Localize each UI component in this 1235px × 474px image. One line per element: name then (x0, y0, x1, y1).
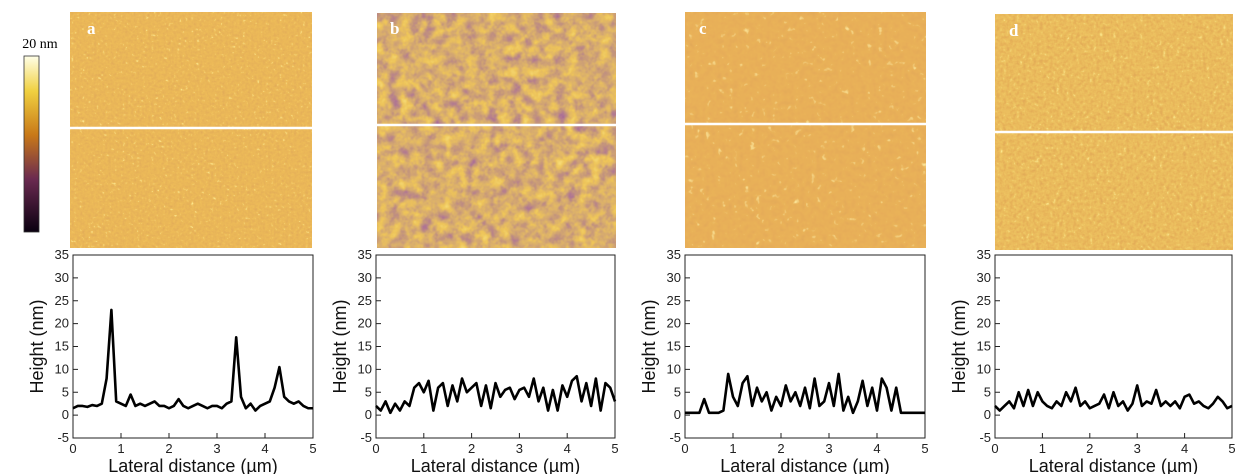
profile-line (375, 374, 617, 415)
x-tick-label: 0 (991, 441, 998, 456)
y-tick-label: 0 (62, 407, 69, 422)
y-tick-label: 30 (667, 270, 681, 285)
colorbar (23, 55, 40, 233)
y-tick-label: 20 (667, 316, 681, 331)
y-tick-label: 15 (55, 339, 69, 354)
x-tick-label: 5 (309, 441, 316, 456)
afm-image (685, 12, 926, 248)
afm-image (70, 12, 312, 248)
y-tick-label: 15 (358, 339, 372, 354)
y-tick-label: 15 (667, 339, 681, 354)
y-tick-label: 0 (674, 407, 681, 422)
x-tick-label: 5 (1228, 441, 1235, 456)
y-axis-label: Height (nm) (949, 299, 969, 393)
y-tick-label: 20 (55, 316, 69, 331)
panel-label: a (87, 19, 96, 38)
y-tick-label: -5 (979, 430, 991, 445)
y-tick-label: 15 (977, 339, 991, 354)
y-tick-label: 0 (984, 407, 991, 422)
y-tick-label: 25 (358, 293, 372, 308)
profile-line (994, 384, 1233, 412)
profile-line (72, 308, 313, 412)
x-tick-label: 0 (681, 441, 688, 456)
x-tick-label: 4 (1181, 441, 1188, 456)
y-tick-label: 35 (977, 247, 991, 262)
y-tick-label: 5 (62, 384, 69, 399)
x-tick-label: 4 (873, 441, 880, 456)
y-tick-label: 20 (977, 316, 991, 331)
x-tick-label: 2 (1086, 441, 1093, 456)
y-axis-label: Height (nm) (639, 299, 659, 393)
x-tick-label: 3 (825, 441, 832, 456)
y-tick-label: 35 (667, 247, 681, 262)
panel-label: d (1009, 21, 1019, 40)
y-tick-label: 0 (365, 407, 372, 422)
x-tick-label: 0 (372, 441, 379, 456)
y-tick-label: 10 (55, 361, 69, 376)
y-tick-label: 25 (55, 293, 69, 308)
x-axis-label: Lateral distance (µm) (108, 456, 277, 474)
x-tick-label: 2 (165, 441, 172, 456)
x-tick-label: 2 (468, 441, 475, 456)
x-tick-label: 3 (213, 441, 220, 456)
y-tick-label: 10 (667, 361, 681, 376)
y-axis-label: Height (nm) (330, 299, 350, 393)
x-tick-label: 0 (69, 441, 76, 456)
profile-line (685, 372, 925, 415)
x-tick-label: 3 (516, 441, 523, 456)
y-tick-label: 30 (55, 270, 69, 285)
y-tick-label: -5 (360, 430, 372, 445)
y-tick-label: 10 (977, 361, 991, 376)
x-tick-label: 1 (729, 441, 736, 456)
x-axis-label: Lateral distance (µm) (411, 456, 580, 474)
y-tick-label: 5 (984, 384, 991, 399)
panel-label: b (390, 19, 399, 38)
colorbar-label: 20 nm (22, 37, 58, 52)
x-tick-label: 1 (117, 441, 124, 456)
x-tick-label: 2 (777, 441, 784, 456)
x-tick-label: 4 (564, 441, 571, 456)
x-tick-label: 1 (420, 441, 427, 456)
y-tick-label: -5 (669, 430, 681, 445)
y-tick-label: -5 (57, 430, 69, 445)
x-tick-label: 4 (261, 441, 268, 456)
plot-frame (994, 254, 1233, 439)
y-tick-label: 20 (358, 316, 372, 331)
x-tick-label: 5 (611, 441, 618, 456)
y-tick-label: 25 (667, 293, 681, 308)
x-tick-label: 5 (921, 441, 928, 456)
y-axis-label: Height (nm) (27, 299, 47, 393)
y-tick-label: 30 (977, 270, 991, 285)
x-tick-label: 1 (1039, 441, 1046, 456)
x-tick-label: 3 (1134, 441, 1141, 456)
y-tick-label: 10 (358, 361, 372, 376)
plot-frame (375, 254, 616, 439)
x-axis-label: Lateral distance (µm) (720, 456, 889, 474)
x-axis-label: Lateral distance (µm) (1029, 456, 1198, 474)
y-tick-label: 5 (674, 384, 681, 399)
y-tick-label: 35 (55, 247, 69, 262)
y-tick-label: 25 (977, 293, 991, 308)
y-tick-label: 35 (358, 247, 372, 262)
y-tick-label: 5 (365, 384, 372, 399)
panel-label: c (699, 19, 707, 38)
afm-image (377, 13, 616, 248)
y-tick-label: 30 (358, 270, 372, 285)
